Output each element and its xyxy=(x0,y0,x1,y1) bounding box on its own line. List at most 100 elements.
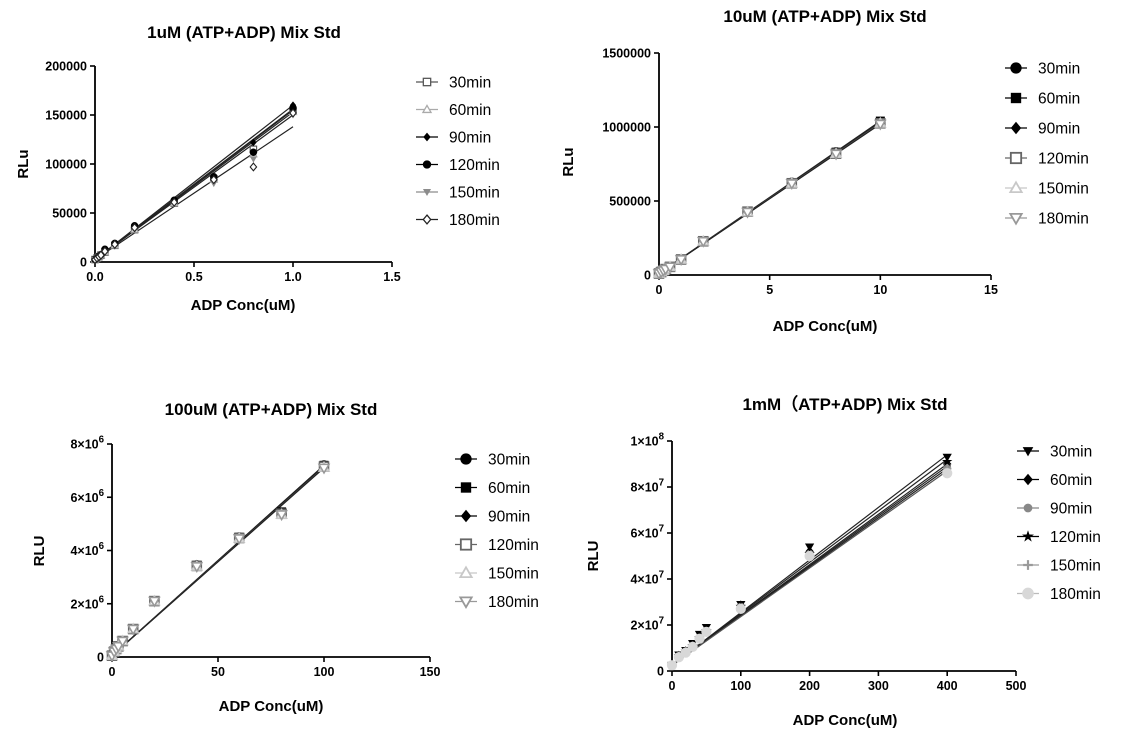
chart-panel-2: 10uM (ATP+ADP) Mix Std 0 5 10 15 0 500000 10000… xyxy=(560,7,1089,335)
y-tick-label: 1000000 xyxy=(602,121,651,135)
y-tick-mantissa: 6×10 xyxy=(70,491,98,505)
data-point xyxy=(663,262,677,274)
data-point xyxy=(249,156,257,163)
series-180min xyxy=(666,468,953,671)
data-point xyxy=(148,596,161,608)
y-tick-label: 8×106 xyxy=(70,435,104,452)
fit-line-180min xyxy=(671,470,948,666)
x-tick-label: 0.0 xyxy=(86,270,103,284)
legend-label: 90min xyxy=(488,509,530,526)
x-tick-label: 15 xyxy=(984,283,998,297)
legend-marker-120min xyxy=(459,538,473,551)
x-axis-label: ADP Conc(uM) xyxy=(773,318,878,335)
y-tick-label: 4×107 xyxy=(630,570,664,587)
y-tick-label: 6×107 xyxy=(630,524,664,541)
legend-label: 180min xyxy=(488,594,539,611)
legend-marker-150min xyxy=(1023,560,1033,570)
y-tick-label: 100000 xyxy=(45,158,87,172)
data-point xyxy=(666,660,678,671)
data-point xyxy=(741,207,754,219)
x-tick-label: 400 xyxy=(937,679,958,693)
chart-title: 10uM (ATP+ADP) Mix Std xyxy=(723,7,926,26)
fit-line-60min xyxy=(671,458,948,666)
x-tick-label: 0 xyxy=(109,665,116,679)
y-tick-label: 0 xyxy=(644,269,651,283)
legend-label: 30min xyxy=(449,75,491,92)
legend-label: 120min xyxy=(1050,529,1101,546)
chart-title: 1mM（ATP+ADP) Mix Std xyxy=(742,394,947,414)
y-axis-label: RLu xyxy=(560,147,577,176)
y-tick-exponent: 6 xyxy=(99,541,105,552)
data-point xyxy=(249,148,258,156)
data-point xyxy=(232,534,246,546)
y-tick-exponent: 7 xyxy=(659,524,664,535)
data-point xyxy=(126,624,140,636)
legend-label: 90min xyxy=(1050,501,1092,518)
fit-line-120min xyxy=(94,108,294,261)
data-point xyxy=(829,149,843,161)
data-point xyxy=(942,456,953,467)
data-point xyxy=(785,179,799,191)
data-point xyxy=(804,550,815,562)
y-tick-mantissa: 4×10 xyxy=(630,573,658,587)
y-tick-label: 500000 xyxy=(609,195,651,209)
y-axis-label: RLU xyxy=(585,541,602,572)
legend-marker-180min xyxy=(1008,212,1024,226)
data-point xyxy=(942,468,953,479)
data-point xyxy=(735,603,746,615)
fit-line-150min xyxy=(94,114,294,261)
chart-title: 100uM (ATP+ADP) Mix Std xyxy=(165,400,378,419)
legend-label: 30min xyxy=(1050,444,1092,461)
x-tick-label: 0.5 xyxy=(185,270,202,284)
legend-marker-180min xyxy=(458,596,474,610)
legend-label: 180min xyxy=(1050,586,1101,603)
series-180min xyxy=(91,108,297,265)
legend-label: 150min xyxy=(449,185,500,202)
data-point xyxy=(130,222,139,233)
legend-marker-30min xyxy=(422,77,432,87)
data-point xyxy=(680,647,691,658)
legend-marker-30min xyxy=(1022,447,1034,457)
y-tick-label: 4×106 xyxy=(70,541,104,558)
legend: 30min 60min 90min 120min 150min 180min xyxy=(1017,444,1101,603)
chart-title: 1uM (ATP+ADP) Mix Std xyxy=(147,23,341,42)
y-tick-exponent: 6 xyxy=(99,435,105,446)
y-tick-mantissa: 1×10 xyxy=(630,435,658,449)
y-tick-exponent: 8 xyxy=(659,432,665,443)
data-point xyxy=(249,162,258,172)
x-axis-label: ADP Conc(uM) xyxy=(191,297,296,314)
x-tick-label: 150 xyxy=(420,665,441,679)
series-180min xyxy=(105,463,331,663)
y-axis-label: RLU xyxy=(31,536,48,567)
legend-label: 150min xyxy=(1050,558,1101,575)
legend-label: 180min xyxy=(1038,211,1089,228)
y-tick-exponent: 6 xyxy=(99,488,105,499)
data-point xyxy=(112,641,125,653)
data-point xyxy=(250,138,257,147)
legend-marker-90min xyxy=(423,132,431,142)
y-axis-label: RLu xyxy=(15,149,32,178)
x-tick-label: 100 xyxy=(314,665,335,679)
data-point xyxy=(289,108,297,118)
y-tick-label: 0 xyxy=(657,665,664,679)
data-point xyxy=(97,250,105,260)
legend: 30min 60min 90min 120min 150min 180min xyxy=(455,452,539,611)
legend: 30min 60min 90min 120min 150min 180min xyxy=(1005,61,1089,228)
y-tick-label: 2×106 xyxy=(70,594,104,611)
legend-label: 60min xyxy=(1038,91,1080,108)
legend-label: 150min xyxy=(488,566,539,583)
legend-marker-60min xyxy=(1010,92,1022,104)
legend-marker-150min xyxy=(422,189,432,197)
y-tick-label: 150000 xyxy=(45,109,87,123)
y-tick-label: 200000 xyxy=(45,60,87,74)
x-tick-label: 300 xyxy=(868,679,889,693)
data-point xyxy=(674,255,688,266)
y-tick-mantissa: 2×10 xyxy=(70,597,98,611)
legend-marker-150min xyxy=(1008,180,1024,194)
x-tick-label: 1.5 xyxy=(383,270,400,284)
x-axis-label: ADP Conc(uM) xyxy=(793,712,898,729)
legend-marker-120min xyxy=(1022,530,1034,542)
chart-panel-1: 1uM (ATP+ADP) Mix Std 0.0 0.5 1.0 1.5 0 50000 1… xyxy=(15,23,500,314)
legend-label: 60min xyxy=(449,102,491,119)
y-tick-label: 2×107 xyxy=(630,616,664,633)
